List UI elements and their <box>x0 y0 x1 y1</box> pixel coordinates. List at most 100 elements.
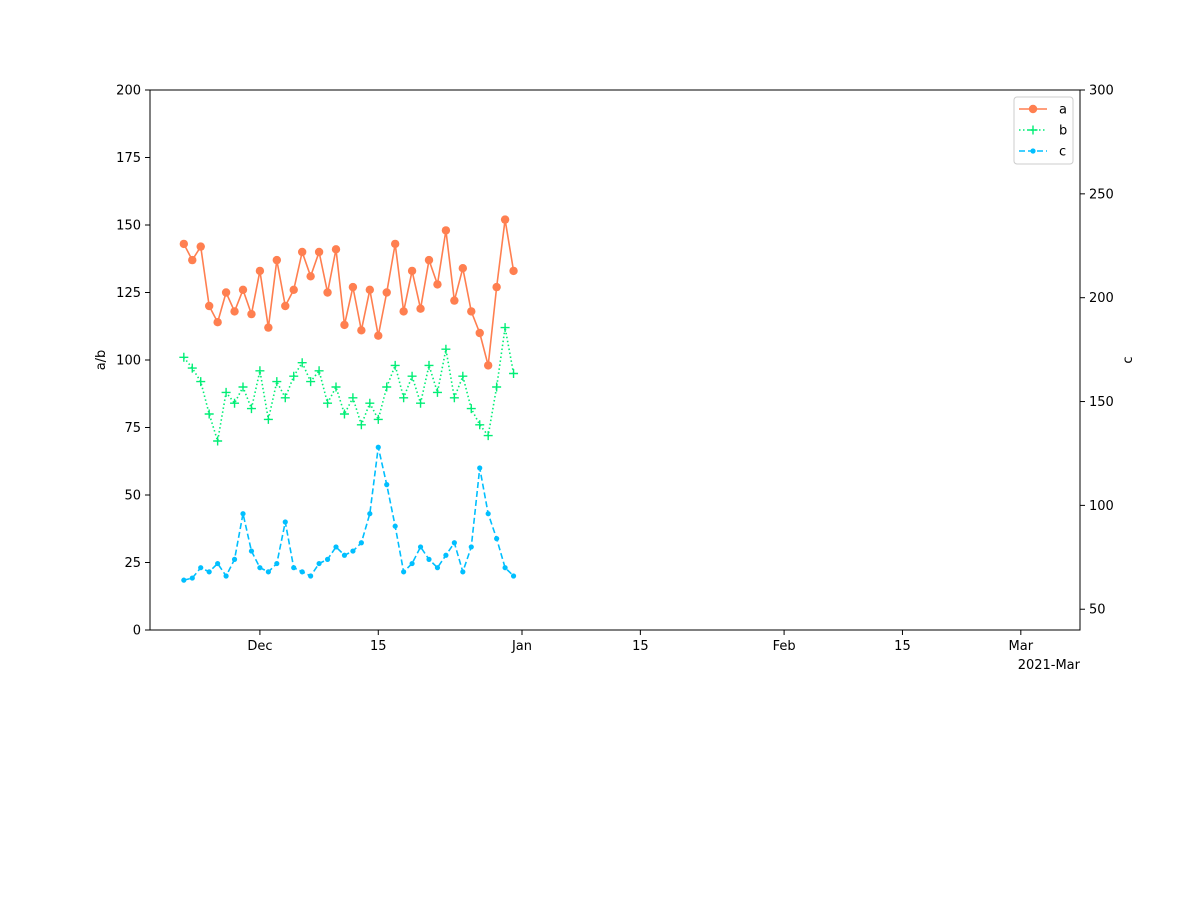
series-a-point <box>188 255 197 265</box>
series-c-point <box>198 565 204 571</box>
series-b-point <box>500 323 510 333</box>
series-c-point <box>375 444 381 450</box>
series-c-point <box>417 544 424 550</box>
legend: abc <box>1013 96 1074 165</box>
series-b-point <box>449 393 459 403</box>
series-c-point <box>282 519 288 525</box>
series-b-point <box>483 431 493 441</box>
series-c-point <box>181 577 187 583</box>
series-b-point <box>255 366 265 376</box>
series-c-point <box>443 552 449 558</box>
x-tick-label: 15 <box>632 639 649 654</box>
series-c-point <box>384 482 390 488</box>
series-a-point <box>213 318 222 327</box>
x-tick-label: Feb <box>773 639 796 654</box>
series-b-point <box>323 398 333 408</box>
series-c-point <box>426 556 432 562</box>
x-tick-label: 15 <box>370 639 387 654</box>
legend-label-c: c <box>1059 145 1066 160</box>
legend-label-b: b <box>1059 124 1067 139</box>
series-c-line <box>183 447 515 581</box>
y-axis-left: 0 25 50 75 100 125 150 175 200 <box>116 84 150 639</box>
series-a-point <box>289 285 298 294</box>
y-left-tick-label: 0 <box>133 624 141 639</box>
series-b-point <box>179 352 189 362</box>
series-c-point <box>341 552 348 558</box>
series-a-point <box>204 301 214 311</box>
y-left-tick-label: 25 <box>124 556 141 571</box>
series-a-point <box>475 328 484 338</box>
series-c-point <box>206 569 212 575</box>
series-a-point <box>272 255 282 265</box>
series-b-point <box>492 382 502 392</box>
y-left-tick-label: 200 <box>116 84 141 99</box>
series-b-point <box>475 420 485 430</box>
series-b-point <box>441 344 451 354</box>
series-b-point <box>272 377 282 387</box>
series-b-point <box>339 409 349 419</box>
series-a-point <box>424 255 434 265</box>
y-left-tick-label: 125 <box>116 286 141 301</box>
legend-marker-a <box>1028 104 1038 114</box>
series-a-point <box>264 323 273 332</box>
series-a-point <box>255 266 265 276</box>
series-a-point <box>441 226 451 235</box>
series-b-point <box>382 382 392 392</box>
y-right-tick-label: 150 <box>1089 395 1114 410</box>
series-c-point <box>468 544 474 550</box>
series-b-point <box>348 393 358 403</box>
series-a-point <box>467 307 476 316</box>
y-left-tick-label: 75 <box>124 421 141 436</box>
series-b-point <box>365 398 375 408</box>
series-a-point <box>357 326 366 335</box>
series-b-point <box>356 420 366 430</box>
series-c-point <box>215 560 221 567</box>
series-a-line <box>183 219 515 366</box>
series-b-point <box>204 409 214 419</box>
series-a-point <box>340 320 349 330</box>
series-c-point <box>265 569 271 575</box>
legend-item-a: a <box>1019 103 1067 118</box>
series-a-point <box>238 285 248 294</box>
series-b-point <box>314 366 324 376</box>
series-a-point <box>492 282 501 292</box>
series-c-point <box>367 511 373 517</box>
series-c-point <box>223 573 229 579</box>
series-c-point <box>485 511 491 517</box>
y-axis-right-label: c <box>1121 356 1136 363</box>
series-b-point <box>221 387 231 397</box>
series-a-point <box>382 288 391 297</box>
series-a-point <box>314 247 324 257</box>
series-b-point <box>390 360 400 370</box>
series-b-point <box>280 393 290 403</box>
series-c-point <box>358 540 364 546</box>
series-a-point <box>458 264 468 273</box>
x-axis-offset-label: 2021-Mar <box>1018 658 1081 673</box>
x-tick-label: 15 <box>894 639 911 654</box>
series-c-point <box>409 560 415 567</box>
y-left-tick-label: 150 <box>116 219 141 234</box>
series-a-point <box>433 280 442 289</box>
series-a-point <box>500 215 510 224</box>
series-c-point <box>401 569 407 575</box>
series-c-point <box>510 573 517 579</box>
series-c-point <box>333 544 339 550</box>
series-b-point <box>289 371 299 381</box>
x-tick-label: Jan <box>511 639 532 654</box>
series-b-point <box>213 436 223 446</box>
series-a-point <box>281 301 290 311</box>
series-b-point <box>458 371 468 381</box>
series-b-point <box>407 371 417 381</box>
series-a-point <box>348 282 358 292</box>
series-b-line <box>183 327 515 442</box>
series-c-point <box>291 565 297 571</box>
legend-item-c: c <box>1019 145 1066 160</box>
series-b-point <box>424 360 434 370</box>
series-b-point <box>297 358 307 368</box>
series-a-point <box>374 331 383 340</box>
y-right-tick-label: 250 <box>1089 187 1114 202</box>
series-a-point <box>450 296 459 305</box>
series-a-point <box>297 247 307 257</box>
series-c-point <box>324 556 331 562</box>
